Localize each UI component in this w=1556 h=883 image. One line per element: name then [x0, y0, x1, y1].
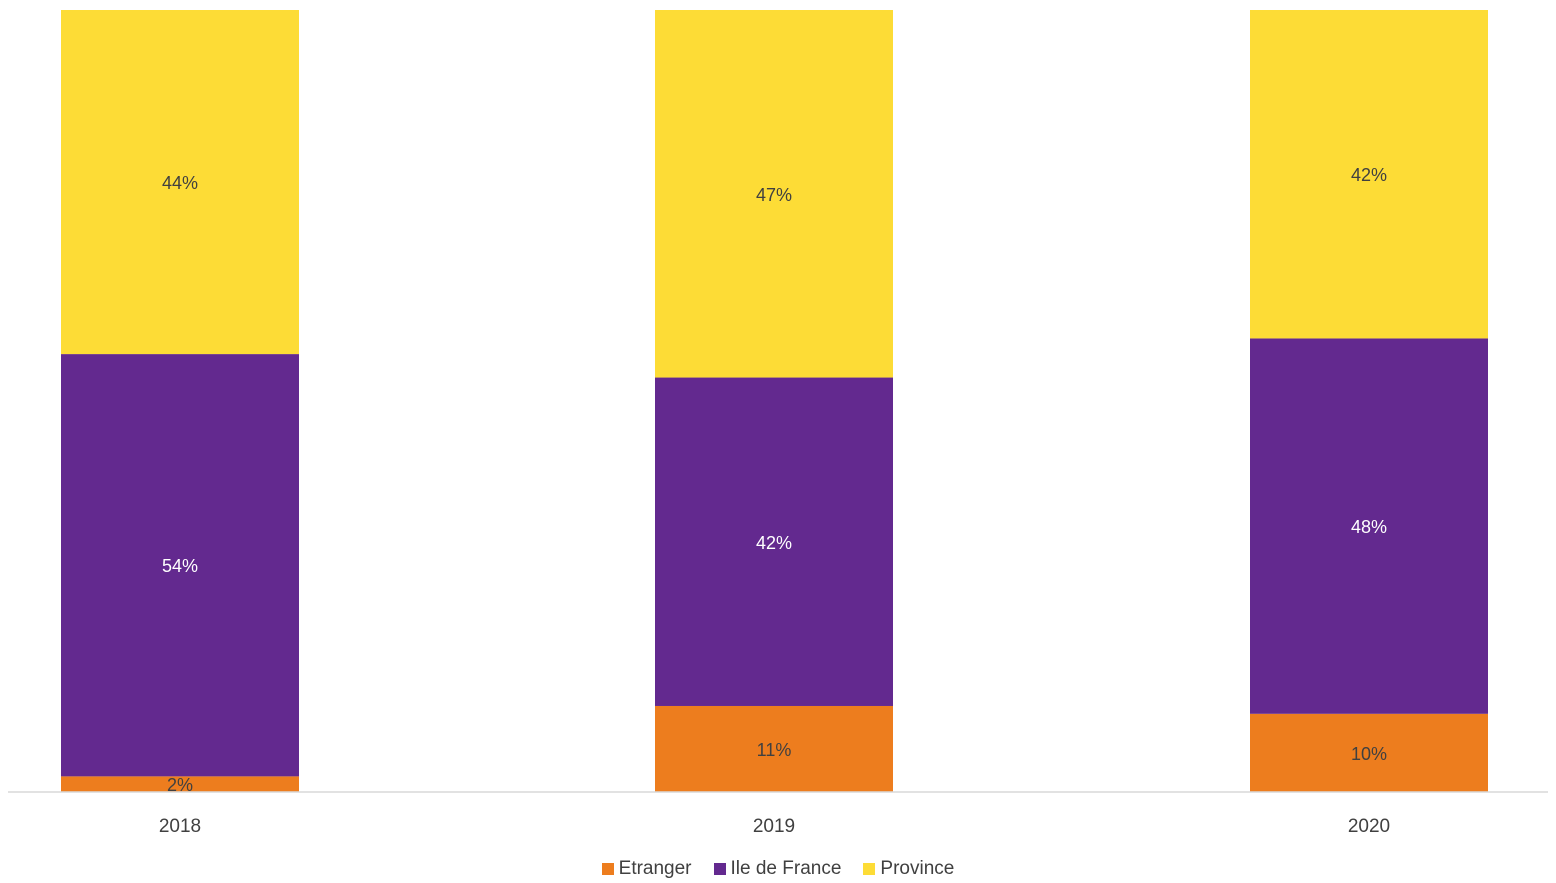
x-tick-label-2019: 2019 — [753, 816, 795, 837]
chart-legend: Etranger Ile de France Province — [0, 858, 1556, 880]
bar-segment-province-2020 — [1250, 10, 1488, 339]
bar-segment-ile-de-france-2019 — [655, 377, 893, 706]
x-axis-ticks: 2018 2019 2020 — [159, 816, 1390, 837]
data-label-ile-de-france-2018: 54% — [162, 556, 198, 576]
legend-swatch — [713, 863, 726, 875]
bar-segment-province-2019 — [655, 10, 893, 378]
bar-segment-ile-de-france-2020 — [1250, 338, 1488, 714]
bar-segment-etranger-2020 — [1250, 713, 1488, 792]
data-label-ile-de-france-2019: 42% — [756, 533, 792, 553]
legend-swatch — [863, 863, 876, 875]
legend-item-ile-de-france: Ile de France — [713, 858, 842, 880]
x-tick-label-2020: 2020 — [1348, 816, 1390, 837]
x-tick-label-2018: 2018 — [159, 816, 201, 837]
legend-item-province: Province — [863, 858, 954, 880]
bars-group: 2% 54% 44% 11% 42% 47% 10% 48% 42% — [61, 10, 1488, 795]
data-label-etranger-2020: 10% — [1351, 744, 1387, 764]
data-label-ile-de-france-2020: 48% — [1351, 517, 1387, 537]
legend-swatch — [601, 863, 614, 875]
data-label-etranger-2018: 2% — [167, 775, 193, 795]
legend-label: Ile de France — [730, 858, 842, 879]
legend-label: Province — [880, 858, 955, 879]
data-label-etranger-2019: 11% — [757, 740, 792, 760]
data-label-province-2020: 42% — [1351, 165, 1387, 185]
data-label-province-2019: 47% — [756, 185, 792, 205]
legend-label: Etranger — [618, 858, 692, 879]
data-label-province-2018: 44% — [162, 173, 198, 193]
stacked-bar-chart: 2% 54% 44% 11% 42% 47% 10% 48% 42% 2018 2019 2020 — [8, 10, 1548, 837]
bar-segment-ile-de-france-2018 — [61, 354, 299, 777]
bar-segment-etranger-2018 — [61, 776, 299, 792]
legend-item-etranger: Etranger — [601, 858, 692, 880]
bar-segment-province-2018 — [61, 10, 299, 355]
bar-segment-etranger-2019 — [655, 705, 893, 792]
